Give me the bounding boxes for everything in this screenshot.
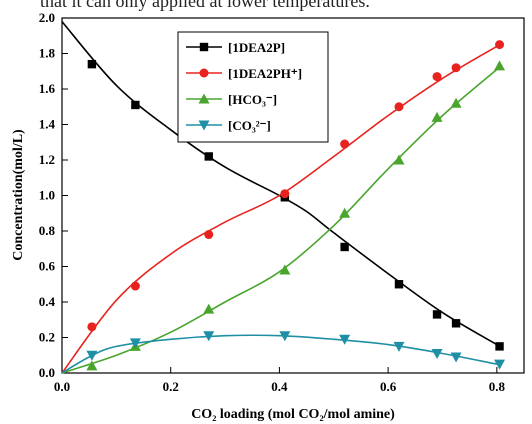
- data-point: [393, 341, 405, 352]
- data-point: [432, 72, 442, 82]
- y-tick-label: 0.8: [39, 223, 56, 238]
- data-point: [394, 102, 404, 112]
- data-point: [495, 342, 504, 351]
- legend-marker: [198, 120, 210, 131]
- x-axis-label: CO₂ loading (mol CO₂/mol amine): [191, 407, 395, 422]
- data-point: [204, 152, 213, 161]
- data-point: [451, 63, 461, 73]
- legend-label: [HCO₃⁻]: [228, 92, 277, 107]
- data-point: [203, 331, 215, 342]
- data-point: [450, 352, 462, 363]
- legend-label: [1DEA2P]: [228, 40, 285, 55]
- y-tick-label: 2.0: [39, 10, 55, 25]
- y-tick-label: 0.2: [39, 330, 55, 345]
- data-point: [431, 111, 443, 122]
- x-tick-label: 0.6: [380, 379, 397, 394]
- legend-label: [CO₃²⁻]: [228, 118, 271, 133]
- y-tick-label: 1.4: [39, 117, 56, 132]
- data-point: [280, 189, 290, 199]
- data-point: [279, 331, 291, 342]
- data-point: [495, 40, 505, 50]
- data-point: [86, 360, 98, 371]
- data-point: [339, 207, 351, 218]
- legend-marker: [198, 93, 210, 104]
- data-point: [87, 59, 97, 69]
- legend-label: [1DEA2PH⁺]: [228, 66, 302, 81]
- series-line-1: [61, 45, 498, 374]
- x-tick-label: 0.4: [271, 379, 288, 394]
- x-tick-label: 0.8: [489, 379, 506, 394]
- data-point: [451, 319, 461, 328]
- data-point: [86, 350, 98, 361]
- x-tick-label: 0.2: [163, 379, 179, 394]
- data-point: [494, 359, 506, 370]
- legend-marker: [199, 68, 209, 78]
- data-point: [279, 264, 291, 275]
- y-tick-label: 0.4: [39, 294, 56, 309]
- y-tick-label: 1.0: [39, 188, 55, 203]
- data-point: [393, 154, 405, 165]
- data-point: [339, 334, 351, 345]
- data-point: [129, 338, 141, 349]
- series-line-3: [61, 334, 497, 374]
- x-tick-label: 0.0: [54, 379, 70, 394]
- data-point: [432, 310, 442, 319]
- data-point: [131, 100, 140, 110]
- data-point: [340, 242, 349, 252]
- data-point: [340, 139, 350, 149]
- legend-marker: [199, 42, 209, 52]
- y-axis-label: Concentration(mol/L): [11, 129, 26, 261]
- data-point: [203, 303, 215, 314]
- caption-fragment: that it can only applied at lower temper…: [40, 0, 370, 11]
- data-point: [87, 322, 97, 332]
- y-tick-label: 1.6: [39, 81, 56, 96]
- y-tick-label: 1.8: [39, 46, 56, 61]
- legend: [1DEA2P] [1DEA2PH⁺] [HCO₃⁻] [CO₃²⁻]: [177, 31, 329, 143]
- data-point: [494, 60, 506, 71]
- data-point: [394, 280, 404, 289]
- y-tick-label: 0.6: [39, 259, 56, 274]
- series-markers: [86, 40, 506, 371]
- y-tick-label: 1.2: [39, 152, 55, 167]
- axis-ticks: 0.0 0.2 0.4 0.6 0.8 0.0 0.2 0.4 0.6 0.8 1.0 1.2 1.4 1…: [39, 10, 506, 394]
- data-point: [431, 348, 443, 359]
- data-point: [204, 230, 214, 240]
- data-point: [450, 97, 462, 108]
- y-tick-label: 0.0: [39, 365, 55, 380]
- data-point: [130, 281, 140, 291]
